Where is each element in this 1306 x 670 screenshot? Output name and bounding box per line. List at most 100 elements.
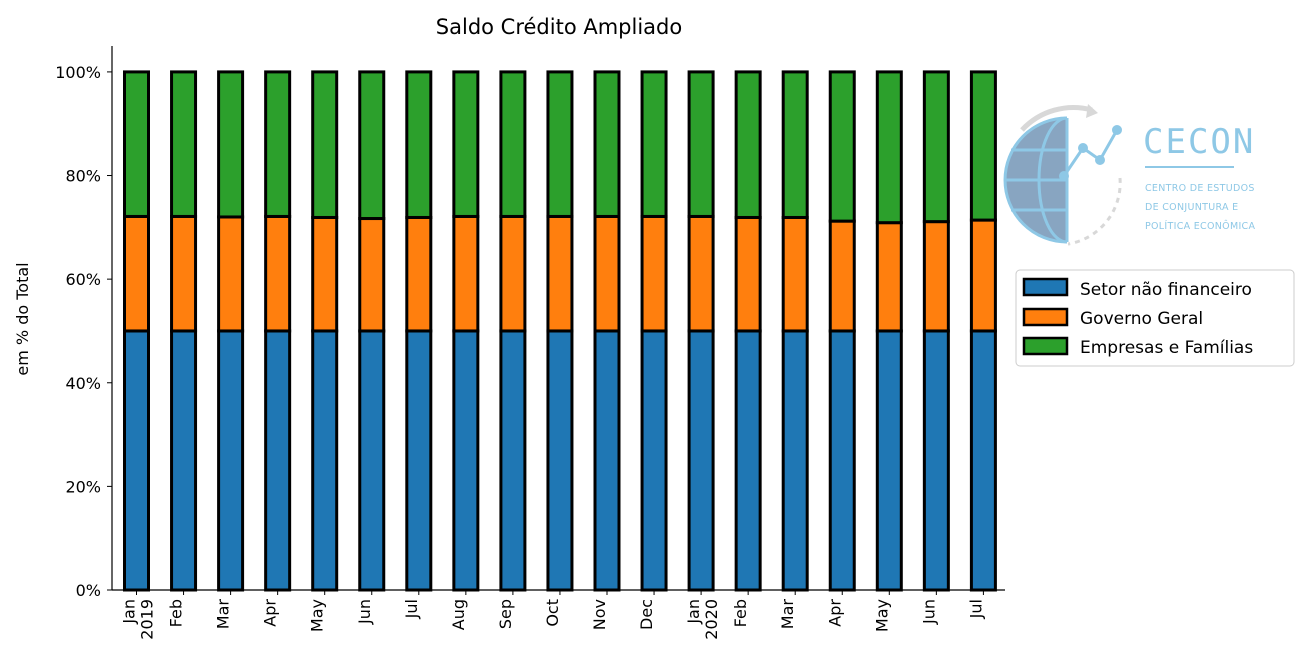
bar-segment-0-4 xyxy=(311,329,339,592)
x-tick-label-13: Feb xyxy=(731,599,750,627)
bar-segment-1-12 xyxy=(687,214,715,333)
x-tick-label-11: Dec xyxy=(637,599,656,630)
x-tick-label-10: Nov xyxy=(590,599,609,630)
y-tick-label-2: 40% xyxy=(65,374,101,393)
legend-label-setor-nao-financeiro: Setor não financeiro xyxy=(1080,280,1252,300)
logo-name: CECON xyxy=(1143,122,1255,162)
x-tick-label-1: Feb xyxy=(167,599,186,627)
x-tick-label-6: Jul xyxy=(402,599,421,619)
x-tick-label-14: Mar xyxy=(778,599,797,630)
globe-icon xyxy=(1003,104,1122,246)
bar-segment-2-10 xyxy=(593,70,621,218)
bar-segment-2-11 xyxy=(640,70,668,218)
x-tick-label-12: Jan xyxy=(684,599,703,625)
legend-label-empresas-e-familias: Empresas e Famílias xyxy=(1080,338,1253,358)
y-tick-label-4: 80% xyxy=(65,167,101,186)
bar-segment-2-9 xyxy=(546,70,574,218)
bar-segment-2-1 xyxy=(170,70,198,218)
chart-title: Saldo Crédito Ampliado xyxy=(436,15,682,39)
bar-segment-1-17 xyxy=(922,220,950,333)
legend-frame xyxy=(1015,269,1295,367)
x-tick-label-7: Aug xyxy=(449,599,468,630)
x-tick-label-0: Jan xyxy=(120,599,139,625)
x-tick-sublabel-12: 2020 xyxy=(702,599,721,640)
legend-swatch-setor-nao-financeiro xyxy=(1022,277,1069,297)
bar-segment-0-14 xyxy=(781,329,809,592)
x-tick-label-8: Sep xyxy=(496,599,515,629)
bar-segment-0-0 xyxy=(123,329,150,592)
bar-segment-0-18 xyxy=(969,329,997,592)
bar-segment-0-3 xyxy=(264,329,292,592)
axes-group xyxy=(111,46,1005,591)
bar-segment-2-7 xyxy=(452,70,480,218)
bar-segment-1-10 xyxy=(593,214,621,333)
bar-segment-2-4 xyxy=(311,70,339,219)
y-tick-label-0: 0% xyxy=(76,581,101,600)
bar-segment-1-3 xyxy=(264,214,292,333)
x-tick-label-4: May xyxy=(308,599,327,632)
bar-segment-2-15 xyxy=(828,70,856,223)
bar-segment-2-5 xyxy=(358,70,386,221)
bar-segment-1-2 xyxy=(217,215,245,333)
bar-segment-0-1 xyxy=(170,329,198,592)
bar-segment-0-12 xyxy=(687,329,715,592)
bar-segment-1-4 xyxy=(311,215,339,333)
x-tick-label-15: Apr xyxy=(825,599,844,627)
y-tick-label-1: 20% xyxy=(65,477,101,496)
bar-segment-2-16 xyxy=(875,70,903,225)
legend: Setor não financeiro Governo Geral Empre… xyxy=(1015,269,1295,367)
logo-subtitle-line-2: DE CONJUNTURA E xyxy=(1145,202,1238,213)
bar-segment-2-18 xyxy=(969,70,997,222)
bar-segment-0-5 xyxy=(358,329,386,592)
y-tick-label-3: 60% xyxy=(65,270,101,289)
legend-swatch-empresas-e-familias xyxy=(1022,336,1069,356)
bar-segment-1-11 xyxy=(640,214,668,333)
y-tick-label-5: 100% xyxy=(55,63,101,82)
bar-segment-0-6 xyxy=(405,329,433,592)
x-tick-label-5: Jun xyxy=(355,599,374,625)
bar-segment-0-8 xyxy=(499,329,527,592)
bar-segment-1-8 xyxy=(499,214,527,333)
cecon-logo: CECON CENTRO DE ESTUDOS DE CONJUNTURA E … xyxy=(1003,104,1255,246)
bar-segment-2-0 xyxy=(123,70,150,218)
x-tick-label-3: Apr xyxy=(261,599,280,627)
x-tick-label-16: May xyxy=(872,599,891,632)
bar-segment-0-17 xyxy=(922,329,950,592)
bar-segment-1-14 xyxy=(781,215,809,333)
bar-segment-0-11 xyxy=(640,329,668,592)
bar-segment-1-16 xyxy=(875,221,903,333)
bar-segment-0-16 xyxy=(875,329,903,592)
x-tick-label-17: Jun xyxy=(919,599,938,625)
y-axis-label: em % do Total xyxy=(13,262,32,375)
legend-label-governo-geral: Governo Geral xyxy=(1080,309,1203,329)
logo-subtitle-line-3: POLÍTICA ECONÔMICA xyxy=(1145,220,1255,232)
logo-subtitle-line-1: CENTRO DE ESTUDOS xyxy=(1145,183,1255,194)
bar-segment-2-14 xyxy=(781,70,809,219)
x-tick-label-9: Oct xyxy=(543,599,562,627)
bar-segment-2-8 xyxy=(499,70,527,218)
bar-segment-2-13 xyxy=(734,70,762,219)
bar-segment-1-15 xyxy=(828,219,856,333)
bar-segment-0-13 xyxy=(734,329,762,592)
legend-swatch-governo-geral xyxy=(1022,307,1069,327)
bars-group xyxy=(123,70,997,592)
bar-segment-1-0 xyxy=(123,214,150,333)
bar-segment-1-18 xyxy=(969,218,997,333)
bar-segment-1-7 xyxy=(452,214,480,333)
x-tick-label-18: Jul xyxy=(966,599,985,619)
x-tick-label-2: Mar xyxy=(214,599,233,630)
bar-segment-2-12 xyxy=(687,70,715,218)
bar-segment-1-1 xyxy=(170,214,198,333)
bar-segment-0-7 xyxy=(452,329,480,592)
bar-segment-0-10 xyxy=(593,329,621,592)
bar-segment-0-2 xyxy=(217,329,245,592)
bar-segment-2-6 xyxy=(405,70,433,219)
bar-segment-2-3 xyxy=(264,70,292,218)
x-tick-sublabel-0: 2019 xyxy=(138,599,157,640)
bar-segment-1-9 xyxy=(546,214,574,333)
bar-segment-1-6 xyxy=(405,215,433,333)
bar-segment-2-17 xyxy=(922,70,950,224)
bar-segment-1-5 xyxy=(358,217,386,333)
bar-segment-0-15 xyxy=(828,329,856,592)
